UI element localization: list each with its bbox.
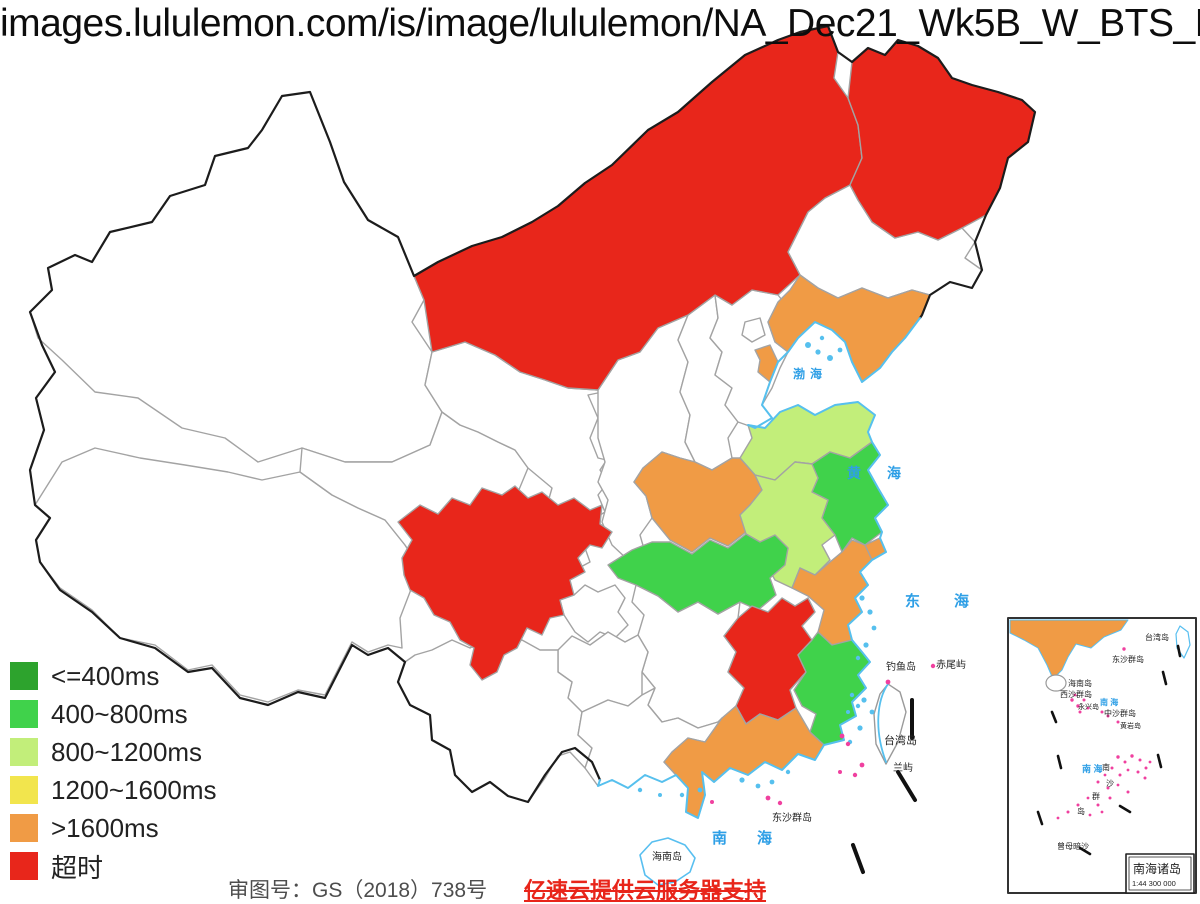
legend-swatch	[10, 738, 38, 766]
inset-label-nansha-4: 岛	[1077, 806, 1085, 816]
inset-label-nansha-1: 南	[1102, 762, 1110, 772]
legend-label: 1200~1600ms	[51, 774, 217, 805]
province-xinjiang	[29, 91, 443, 463]
island-label-chiwei: 赤尾屿	[936, 659, 966, 671]
legend-swatch	[10, 814, 38, 842]
legend-label: <=400ms	[51, 660, 160, 691]
island-taiwan	[873, 683, 907, 765]
island-taiwan-west-coast	[877, 683, 889, 763]
inset-label-zengmu: 曾母暗沙	[1057, 841, 1089, 851]
map-approval-number: 审图号：GS（2018）738号	[228, 879, 488, 902]
inset-label-nansha-2: 沙	[1106, 779, 1114, 788]
inset-sea-label-nanhai-a: 南 海	[1100, 697, 1118, 707]
inset-south-china-sea: 台湾岛 东沙群岛 海南岛 西沙群岛 永兴岛 中沙群岛 黄岩岛 南 沙 群 岛 曾…	[1007, 617, 1197, 894]
inset-title: 南海诸岛	[1133, 861, 1181, 876]
province-guizhou	[557, 631, 649, 713]
coastal-dots	[637, 335, 877, 798]
legend-label: 超时	[51, 852, 104, 883]
inset-label-hainan: 海南岛	[1068, 678, 1092, 688]
legend-row: <=400ms	[10, 657, 217, 695]
inset-title-box: 南海诸岛 1:44 300 000	[1125, 853, 1195, 894]
sea-label-huanghai: 黄海	[847, 465, 927, 481]
inset-label-yongxing: 永兴岛	[1078, 702, 1099, 711]
inset-pink-dots	[1056, 647, 1152, 820]
legend-row: 800~1200ms	[10, 733, 217, 771]
legend-label: 400~800ms	[51, 698, 188, 729]
sea-label-donghai: 东海	[905, 592, 1003, 610]
pink-island-dots	[710, 663, 936, 806]
inset-hainan	[1045, 674, 1067, 692]
legend-label: >1600ms	[51, 812, 159, 843]
island-label-taiwan: 台湾岛	[884, 733, 917, 747]
inset-label-xisha: 西沙群岛	[1060, 689, 1092, 699]
island-label-dongsha: 东沙群岛	[772, 811, 812, 824]
province-heilongjiang	[847, 39, 1036, 241]
inset-label-nansha-3: 群	[1092, 791, 1100, 801]
inset-label-taiwan: 台湾岛	[1145, 632, 1169, 642]
nine-dash-line	[851, 698, 917, 874]
island-label-lanyu: 兰屿	[893, 761, 913, 774]
coastline	[597, 317, 921, 819]
national-border	[28, 24, 1037, 804]
island-label-diaoyu: 钓鱼岛	[886, 660, 916, 673]
province-hubei	[607, 533, 789, 615]
inset-guangdong-coast	[1009, 619, 1129, 680]
island-hainan	[639, 837, 696, 886]
legend-row: 1200~1600ms	[10, 771, 217, 809]
sea-label-nanhai: 南海	[712, 829, 802, 847]
inset-scale: 1:44 300 000	[1132, 879, 1176, 888]
province-sichuan	[397, 485, 613, 681]
inset-nine-dash	[1036, 644, 1182, 856]
province-beijing	[741, 317, 766, 343]
island-label-hainan: 海南岛	[652, 850, 682, 863]
page-title: images.lululemon.com/is/image/lululemon/…	[0, 2, 1200, 45]
legend-row: >1600ms	[10, 809, 217, 847]
hosting-credit-link[interactable]: 亿速云提供云服务器支持	[524, 878, 767, 903]
legend-row: 400~800ms	[10, 695, 217, 733]
province-jiangxi	[723, 597, 816, 725]
inset-label-huangyan: 黄岩岛	[1120, 721, 1141, 730]
legend-swatch	[10, 776, 38, 804]
legend: <=400ms 400~800ms 800~1200ms 1200~1600ms…	[10, 657, 217, 885]
inset-label-dongsha: 东沙群岛	[1112, 654, 1144, 664]
sea-label-bohai: 渤海	[793, 366, 827, 381]
legend-row: 超时	[10, 847, 217, 885]
legend-swatch	[10, 700, 38, 728]
province-chongqing	[559, 584, 629, 643]
inset-label-zhongsha: 中沙群岛	[1104, 708, 1136, 718]
inset-sea-label-nanhai-b: 南 海	[1082, 763, 1103, 774]
legend-swatch	[10, 662, 38, 690]
legend-swatch	[10, 852, 38, 880]
legend-label: 800~1200ms	[51, 736, 203, 767]
